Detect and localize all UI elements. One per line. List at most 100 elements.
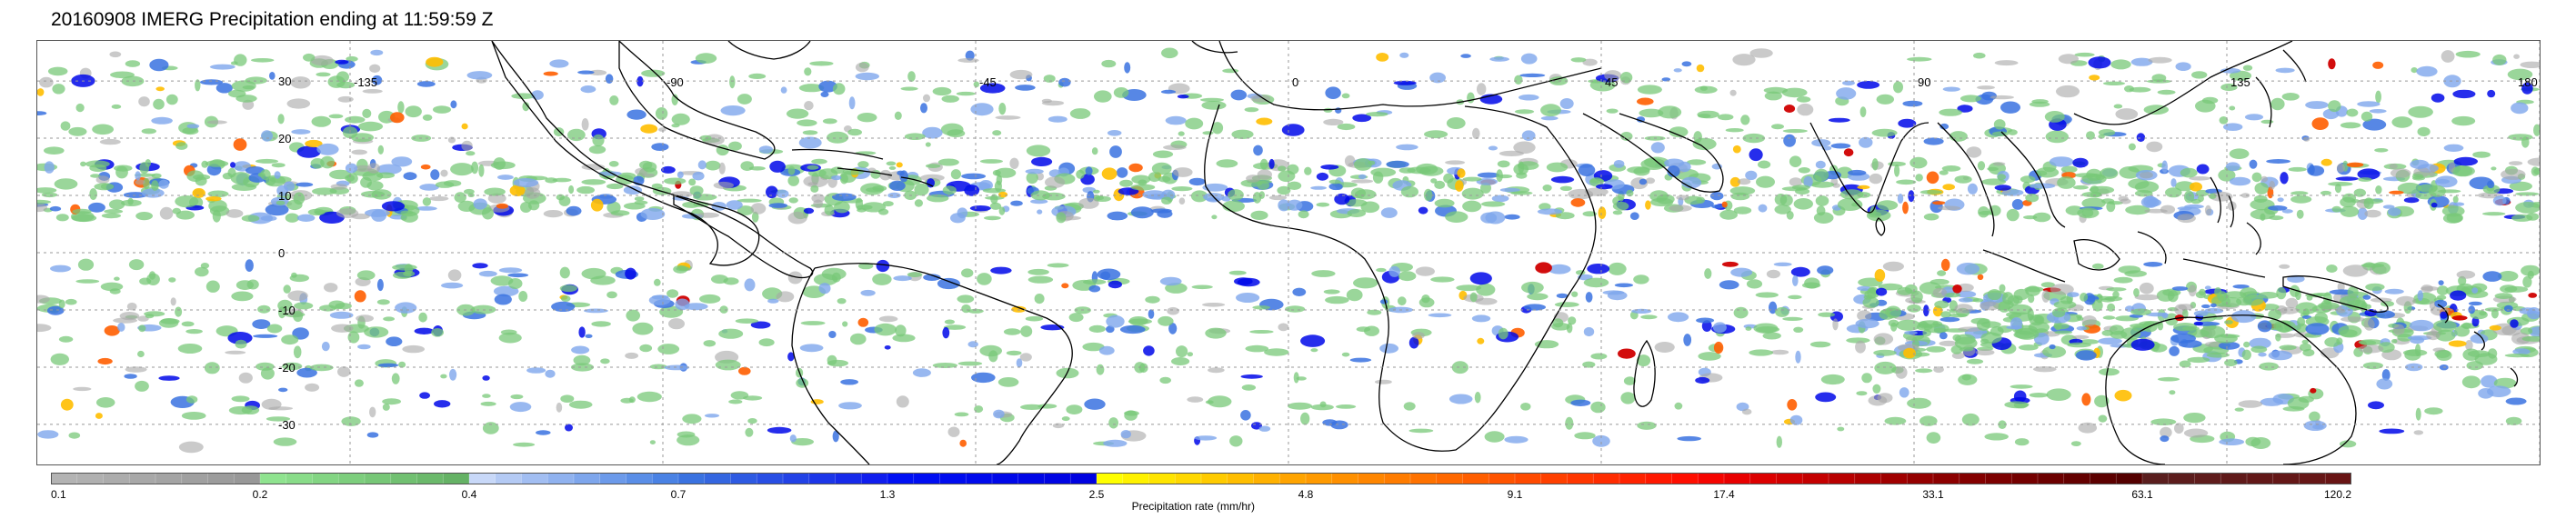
- precipitation-cell: [1208, 395, 1232, 408]
- precipitation-cell: [2070, 441, 2081, 446]
- colorbar-tick-label: 17.4: [1713, 488, 1735, 501]
- precipitation-cell: [49, 205, 62, 212]
- precipitation-cell: [2223, 291, 2247, 299]
- precipitation-cell: [226, 209, 244, 218]
- precipitation-cell: [1488, 145, 1498, 151]
- precipitation-cell: [857, 205, 873, 210]
- precipitation-cell: [573, 354, 591, 366]
- precipitation-cell: [2285, 297, 2299, 309]
- precipitation-cell: [257, 304, 271, 314]
- precipitation-cell: [1612, 201, 1629, 211]
- precipitation-cell: [351, 149, 368, 155]
- precipitation-cell: [391, 156, 413, 167]
- precipitation-cell: [2461, 375, 2481, 389]
- precipitation-cell: [1082, 186, 1096, 194]
- precipitation-cell: [1786, 211, 1794, 220]
- colorbar-swatch: [939, 473, 967, 484]
- colorbar-swatch: [1854, 473, 1881, 484]
- longitude-label: -135: [354, 75, 377, 89]
- precipitation-cell: [1876, 94, 1894, 105]
- longitude-label: -45: [979, 75, 997, 89]
- precipitation-cell: [1745, 170, 1758, 181]
- precipitation-cell: [2032, 212, 2051, 223]
- colorbar-tick-label: 0.1: [51, 488, 66, 501]
- precipitation-cell: [1194, 435, 1218, 441]
- precipitation-cell: [895, 324, 907, 337]
- precipitation-cell: [155, 86, 165, 92]
- precipitation-cell: [842, 321, 848, 327]
- precipitation-cell: [1457, 168, 1466, 178]
- precipitation-cell: [471, 161, 479, 175]
- precipitation-cell: [2040, 282, 2055, 288]
- precipitation-cell: [296, 145, 321, 158]
- precipitation-cell: [1919, 189, 1943, 195]
- precipitation-cell: [1467, 92, 1475, 104]
- precipitation-cell: [840, 379, 858, 385]
- colorbar-swatch: [2090, 473, 2117, 484]
- precipitation-cell: [1523, 304, 1547, 311]
- precipitation-cell: [950, 213, 966, 224]
- precipitation-cell: [954, 412, 969, 417]
- precipitation-cell: [1681, 61, 1692, 67]
- precipitation-cell: [832, 83, 846, 95]
- precipitation-cell: [2487, 385, 2511, 398]
- precipitation-cell: [99, 138, 121, 145]
- precipitation-cell: [1582, 58, 1598, 66]
- precipitation-cell: [397, 101, 405, 114]
- graticule: [37, 41, 2540, 464]
- precipitation-cell: [2287, 274, 2305, 284]
- precipitation-cell: [912, 368, 931, 377]
- precipitation-cell: [1107, 130, 1122, 136]
- precipitation-cell: [2179, 360, 2191, 368]
- colorbar-swatch: [2063, 473, 2090, 484]
- precipitation-cell: [2018, 344, 2039, 351]
- precipitation-cell: [1151, 162, 1172, 175]
- precipitation-cell: [94, 183, 115, 191]
- precipitation-cell: [697, 160, 707, 170]
- precipitation-cell: [195, 266, 209, 277]
- precipitation-cell: [1987, 166, 1999, 171]
- precipitation-colorbar: [51, 473, 2351, 484]
- precipitation-cell: [882, 201, 894, 207]
- precipitation-cell: [2184, 204, 2204, 209]
- precipitation-cell: [2258, 352, 2267, 357]
- precipitation-cell: [804, 67, 812, 76]
- precipitation-cell: [88, 202, 105, 213]
- precipitation-cell: [2094, 394, 2110, 408]
- precipitation-cell: [2206, 352, 2230, 358]
- precipitation-cell: [151, 116, 173, 125]
- precipitation-cell: [560, 394, 575, 404]
- precipitation-cell: [2515, 202, 2540, 214]
- precipitation-cell: [789, 434, 797, 443]
- precipitation-cell: [1336, 404, 1357, 409]
- precipitation-cell: [2238, 400, 2263, 408]
- precipitation-cell: [2261, 304, 2280, 311]
- precipitation-cell: [1899, 387, 1909, 398]
- precipitation-cell: [1626, 189, 1634, 197]
- precipitation-cell: [2296, 209, 2304, 219]
- precipitation-cell: [273, 437, 297, 446]
- precipitation-cell: [1287, 199, 1303, 211]
- precipitation-cell: [2277, 197, 2284, 203]
- precipitation-cell: [2161, 160, 2168, 174]
- precipitation-cell: [345, 115, 366, 124]
- precipitation-cell: [1231, 129, 1254, 139]
- precipitation-cell: [369, 64, 381, 73]
- precipitation-cell: [216, 83, 233, 94]
- precipitation-cell: [2280, 172, 2289, 185]
- precipitation-cell: [357, 121, 384, 132]
- precipitation-cell: [376, 172, 396, 179]
- precipitation-cell: [1019, 353, 1032, 362]
- precipitation-cell: [1938, 205, 1961, 211]
- precipitation-cell: [403, 270, 416, 277]
- colorbar-swatch: [2011, 473, 2039, 484]
- precipitation-cell: [1749, 349, 1774, 356]
- precipitation-cell: [2090, 192, 2102, 198]
- precipitation-cell: [1355, 189, 1377, 200]
- precipitation-cell: [137, 350, 145, 358]
- precipitation-cell: [1779, 194, 1793, 206]
- precipitation-cell: [1056, 212, 1067, 224]
- precipitation-cell: [2187, 356, 2210, 364]
- precipitation-cell: [271, 163, 286, 168]
- precipitation-cell: [2510, 319, 2519, 328]
